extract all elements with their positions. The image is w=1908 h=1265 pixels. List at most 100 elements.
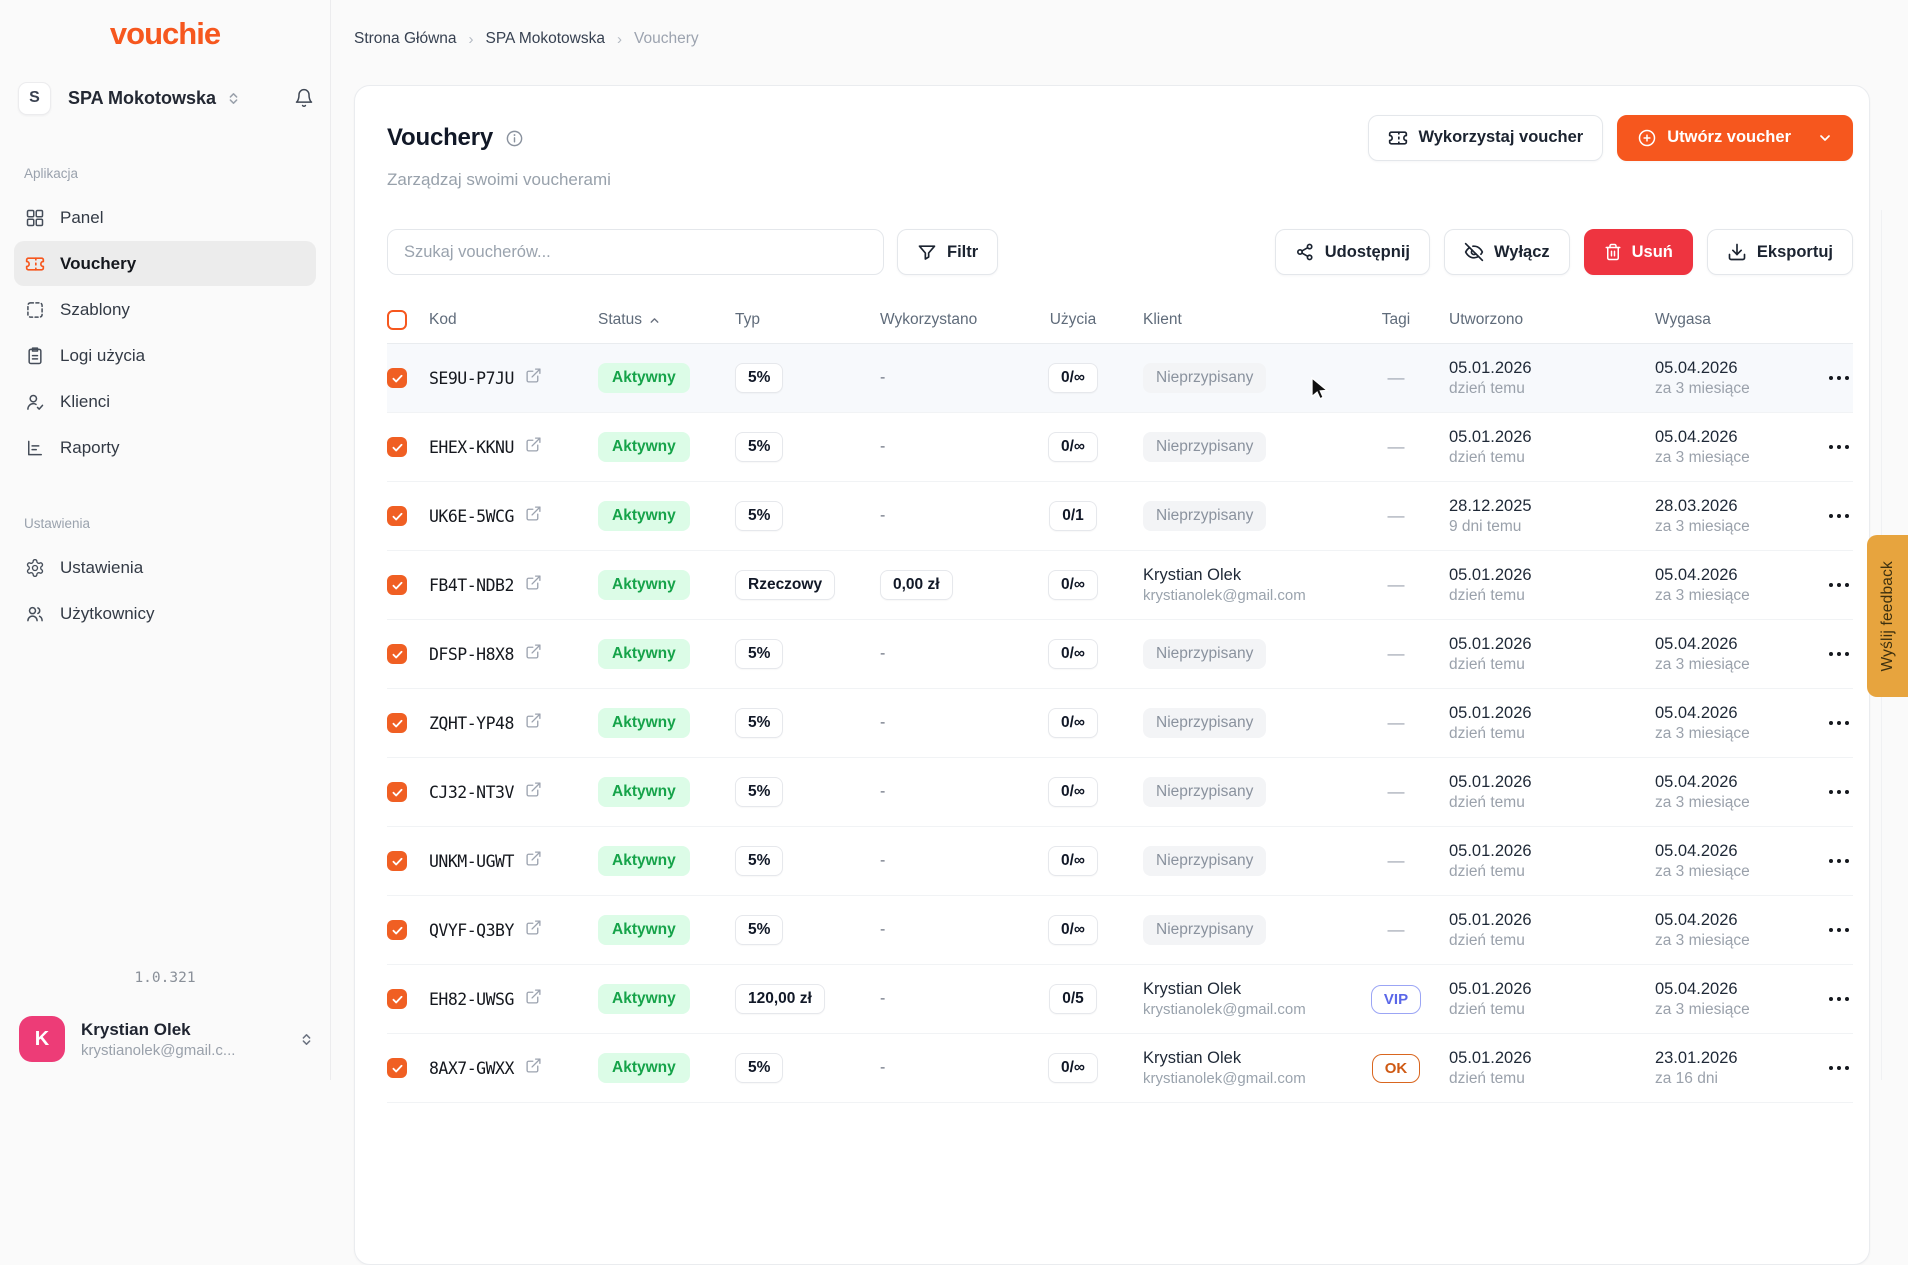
bell-icon[interactable] <box>294 88 314 108</box>
external-link-icon[interactable] <box>525 367 542 389</box>
send-feedback-tab[interactable]: Wyślij feedback <box>1867 535 1908 697</box>
create-voucher-button[interactable]: Utwórz voucher <box>1617 115 1853 161</box>
column-header-status[interactable]: Status <box>591 311 725 329</box>
row-menu-button[interactable] <box>1827 922 1851 938</box>
column-header-utworzono[interactable]: Utworzono <box>1435 311 1645 329</box>
external-link-icon[interactable] <box>525 988 542 1010</box>
row-checkbox[interactable] <box>387 920 407 940</box>
column-header-kod[interactable]: Kod <box>429 311 591 329</box>
sidebar-item-raporty[interactable]: Raporty <box>14 425 316 470</box>
row-menu-button[interactable] <box>1827 784 1851 800</box>
row-checkbox[interactable] <box>387 368 407 388</box>
external-link-icon[interactable] <box>525 436 542 458</box>
row-menu-button[interactable] <box>1827 853 1851 869</box>
column-header-klient[interactable]: Klient <box>1129 311 1357 329</box>
row-menu-button[interactable] <box>1827 991 1851 1007</box>
share-button[interactable]: Udostępnij <box>1275 229 1430 275</box>
sidebar-item-u-ytkownicy[interactable]: Użytkownicy <box>14 591 316 636</box>
external-link-icon[interactable] <box>525 712 542 734</box>
row-menu-button[interactable] <box>1827 508 1851 524</box>
column-header-typ[interactable]: Typ <box>725 311 847 329</box>
usage-badge: 0/∞ <box>1048 915 1098 945</box>
user-name: Krystian Olek <box>81 1020 235 1040</box>
voucher-code-cell: 8AX7-GWXX <box>429 1057 591 1079</box>
column-header-uzycia[interactable]: Użycia <box>1050 311 1097 329</box>
external-link-icon[interactable] <box>525 919 542 941</box>
external-link-icon[interactable] <box>525 1057 542 1079</box>
typ-cell: 5% <box>725 501 847 531</box>
breadcrumb-home[interactable]: Strona Główna <box>354 30 457 48</box>
external-link-icon[interactable] <box>525 505 542 527</box>
row-menu-button[interactable] <box>1827 646 1851 662</box>
column-header-wygasa[interactable]: Wygasa <box>1645 311 1815 329</box>
created-relative: dzień temu <box>1449 449 1645 467</box>
voucher-code: DFSP-H8X8 <box>429 645 514 664</box>
use-voucher-button[interactable]: Wykorzystaj voucher <box>1368 115 1603 161</box>
search-input[interactable] <box>387 229 884 275</box>
chevron-down-icon[interactable] <box>1817 130 1833 146</box>
row-menu-button[interactable] <box>1827 439 1851 455</box>
used-cell: - <box>847 921 1017 939</box>
sidebar-item-klienci[interactable]: Klienci <box>14 379 316 424</box>
filter-button[interactable]: Filtr <box>897 229 998 275</box>
external-link-icon[interactable] <box>525 781 542 803</box>
row-checkbox-cell <box>387 368 429 388</box>
expires-relative: za 16 dni <box>1655 1070 1815 1088</box>
sidebar-item-panel[interactable]: Panel <box>14 195 316 240</box>
row-menu-cell <box>1827 370 1855 386</box>
row-checkbox[interactable] <box>387 506 407 526</box>
user-menu[interactable]: K Krystian Olek krystianolek@gmail.c... <box>19 1016 314 1062</box>
row-checkbox[interactable] <box>387 713 407 733</box>
row-menu-button[interactable] <box>1827 715 1851 731</box>
row-checkbox[interactable] <box>387 1058 407 1078</box>
export-button[interactable]: Eksportuj <box>1707 229 1853 275</box>
select-all-checkbox[interactable] <box>387 310 407 330</box>
row-menu-button[interactable] <box>1827 1060 1851 1076</box>
use-voucher-label: Wykorzystaj voucher <box>1418 128 1583 147</box>
row-menu-button[interactable] <box>1827 577 1851 593</box>
external-link-icon[interactable] <box>525 643 542 665</box>
row-checkbox[interactable] <box>387 644 407 664</box>
column-header-wykorzystano[interactable]: Wykorzystano <box>847 311 1017 329</box>
row-checkbox[interactable] <box>387 437 407 457</box>
voucher-code-cell: EH82-UWSG <box>429 988 591 1010</box>
info-icon[interactable] <box>505 129 524 148</box>
row-checkbox[interactable] <box>387 851 407 871</box>
external-link-icon[interactable] <box>525 850 542 872</box>
row-checkbox[interactable] <box>387 989 407 1009</box>
tag-badge: VIP <box>1371 985 1421 1014</box>
expires-date: 05.04.2026 <box>1655 980 1815 999</box>
created-relative: dzień temu <box>1449 932 1645 950</box>
external-link-icon[interactable] <box>525 574 542 596</box>
used-cell: - <box>847 714 1017 732</box>
sidebar-item-logi-u-ycia[interactable]: Logi użycia <box>14 333 316 378</box>
column-header-tagi[interactable]: Tagi <box>1382 311 1410 329</box>
breadcrumb-workspace[interactable]: SPA Mokotowska <box>486 30 605 48</box>
row-checkbox[interactable] <box>387 575 407 595</box>
sidebar-item-vouchery[interactable]: Vouchery <box>14 241 316 286</box>
workspace-selector[interactable]: S SPA Mokotowska <box>18 76 314 120</box>
tag-cell: — <box>1388 851 1405 871</box>
sidebar-item-szablony[interactable]: Szablony <box>14 287 316 332</box>
tag-cell: — <box>1388 506 1405 526</box>
row-menu-button[interactable] <box>1827 370 1851 386</box>
sidebar-item-ustawienia[interactable]: Ustawienia <box>14 545 316 590</box>
disable-button[interactable]: Wyłącz <box>1444 229 1570 275</box>
row-checkbox[interactable] <box>387 782 407 802</box>
tag-badge: OK <box>1372 1054 1421 1083</box>
delete-button[interactable]: Usuń <box>1584 229 1693 275</box>
